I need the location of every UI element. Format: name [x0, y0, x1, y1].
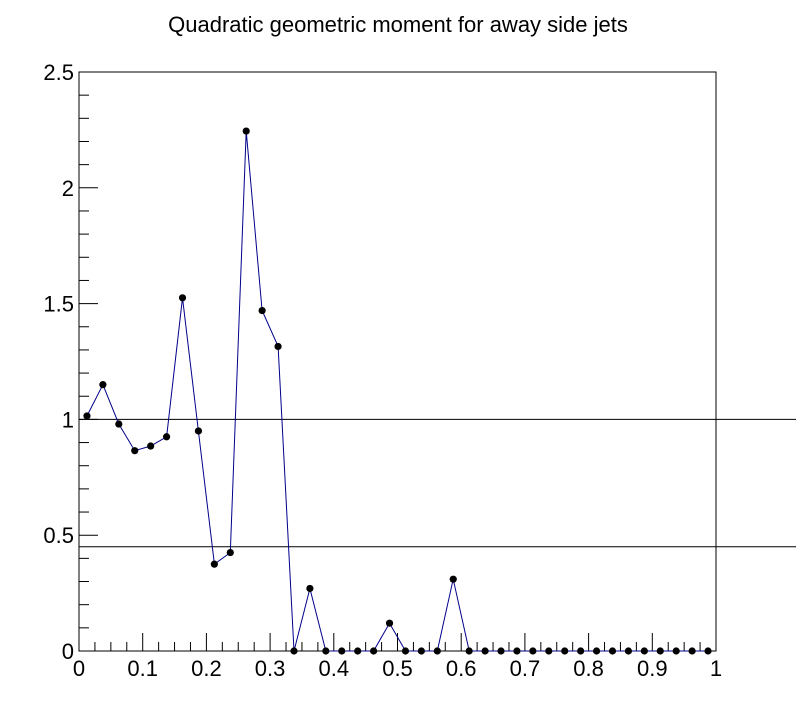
data-point [624, 647, 633, 655]
x-tick-label: 0.7 [510, 656, 541, 681]
data-point [545, 647, 553, 655]
y-tick-label: 0.5 [43, 523, 74, 548]
data-point [656, 647, 664, 655]
x-tick-label: 1 [710, 656, 722, 681]
data-point [338, 647, 346, 655]
data-point [242, 127, 250, 135]
data-point [354, 647, 362, 655]
x-tick-label: 0.1 [127, 656, 158, 681]
y-tick-label: 0 [62, 639, 74, 664]
data-point [433, 647, 441, 655]
x-tick-label: 0.3 [255, 656, 286, 681]
data-point [290, 647, 298, 655]
data-point [162, 433, 171, 441]
data-point [481, 647, 489, 655]
data-point [561, 647, 569, 655]
y-tick-label: 2.5 [43, 60, 74, 85]
data-point [370, 647, 378, 655]
x-tick-label: 0 [73, 656, 85, 681]
data-point [131, 447, 139, 455]
series-line [86, 131, 708, 652]
data-point [497, 647, 505, 655]
data-point [147, 442, 155, 450]
data-point [385, 619, 394, 627]
x-tick-label: 0.6 [446, 656, 477, 681]
x-tick-label: 0.8 [573, 656, 604, 681]
data-point [465, 647, 473, 655]
data-point [258, 306, 266, 315]
data-point [592, 647, 601, 655]
data-point [178, 294, 187, 302]
data-point [194, 427, 203, 435]
data-point [115, 420, 123, 428]
chart-title: Quadratic geometric moment for away side… [168, 12, 628, 37]
plot-frame [78, 71, 717, 652]
x-tick-label: 0.5 [382, 656, 413, 681]
data-point [274, 342, 282, 351]
data-point [449, 575, 457, 583]
data-point [672, 647, 680, 655]
data-point [608, 647, 617, 655]
data-point [306, 584, 314, 593]
y-tick-label: 1.5 [43, 292, 74, 317]
data-point [83, 412, 91, 420]
x-tick-label: 0.2 [191, 656, 222, 681]
data-point [640, 647, 648, 655]
data-point [322, 647, 330, 655]
data-point [529, 647, 537, 655]
data-point [401, 647, 410, 655]
data-point [577, 647, 585, 655]
y-tick-label: 2 [62, 176, 74, 201]
data-point [704, 647, 712, 655]
data-point [99, 381, 107, 389]
data-point [513, 647, 521, 655]
x-tick-label: 0.9 [637, 656, 668, 681]
x-tick-label: 0.4 [319, 656, 350, 681]
y-tick-label: 1 [62, 407, 74, 432]
data-point [226, 548, 234, 557]
data-point [210, 560, 218, 568]
data-point [417, 647, 425, 655]
data-point [688, 647, 696, 655]
